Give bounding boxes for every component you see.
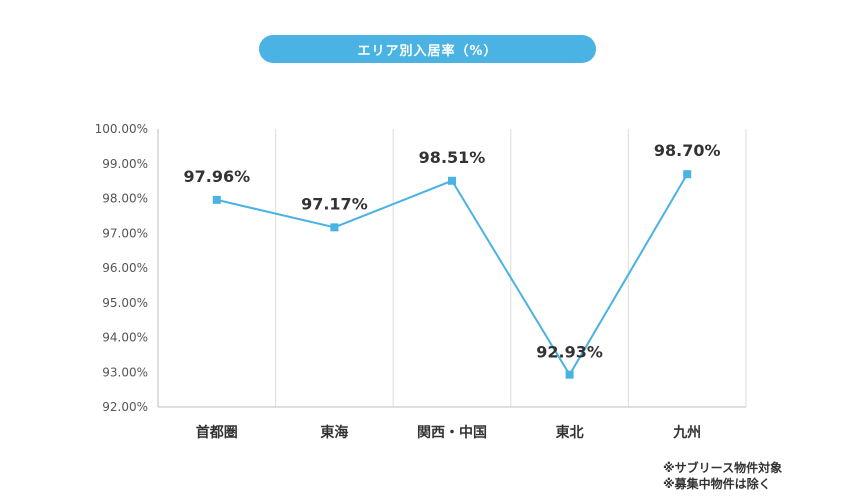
y-tick-label: 100.00% [95, 122, 148, 136]
data-labels: 97.96% 97.17% 98.51% 92.93% 98.70% [183, 141, 720, 362]
y-tick-label: 98.00% [102, 192, 148, 206]
y-tick-labels: 92.00% 93.00% 94.00% 95.00% 96.00% 97.00% 98.0… [95, 122, 148, 414]
data-label: 98.70% [654, 141, 721, 160]
axes [157, 129, 746, 408]
data-label: 97.96% [183, 167, 250, 186]
data-points [212, 170, 692, 379]
x-tick-label: 東海 [320, 424, 348, 441]
x-tick-label: 九州 [672, 425, 701, 441]
data-point [448, 176, 456, 185]
x-tick-label: 首都圏 [196, 424, 238, 441]
chart-title: エリア別入居率（%） [259, 35, 596, 63]
y-tick-label: 92.00% [102, 400, 148, 414]
note-exclude-vacant: ※募集中物件は除く [663, 477, 771, 491]
x-tick-labels: 首都圏 東海 関西・中国 東北 九州 [196, 424, 701, 441]
data-point [330, 223, 339, 232]
x-tick-label: 関西・中国 [417, 424, 487, 441]
y-tick-label: 93.00% [102, 365, 148, 379]
y-tick-label: 95.00% [102, 296, 148, 310]
data-label: 97.17% [301, 194, 368, 213]
y-tick-label: 99.00% [102, 157, 148, 171]
y-tick-label: 96.00% [102, 261, 148, 275]
data-point [565, 370, 574, 379]
data-point [683, 170, 692, 179]
note-sublease: ※サブリース物件対象 [663, 461, 783, 475]
data-point [212, 195, 221, 204]
series-line [216, 173, 689, 377]
x-tick-label: 東北 [556, 424, 584, 441]
series-line [216, 173, 689, 377]
data-label: 98.51% [419, 148, 486, 167]
data-label: 92.93% [536, 343, 603, 362]
y-tick-label: 97.00% [102, 226, 148, 240]
y-tick-label: 94.00% [102, 331, 148, 345]
